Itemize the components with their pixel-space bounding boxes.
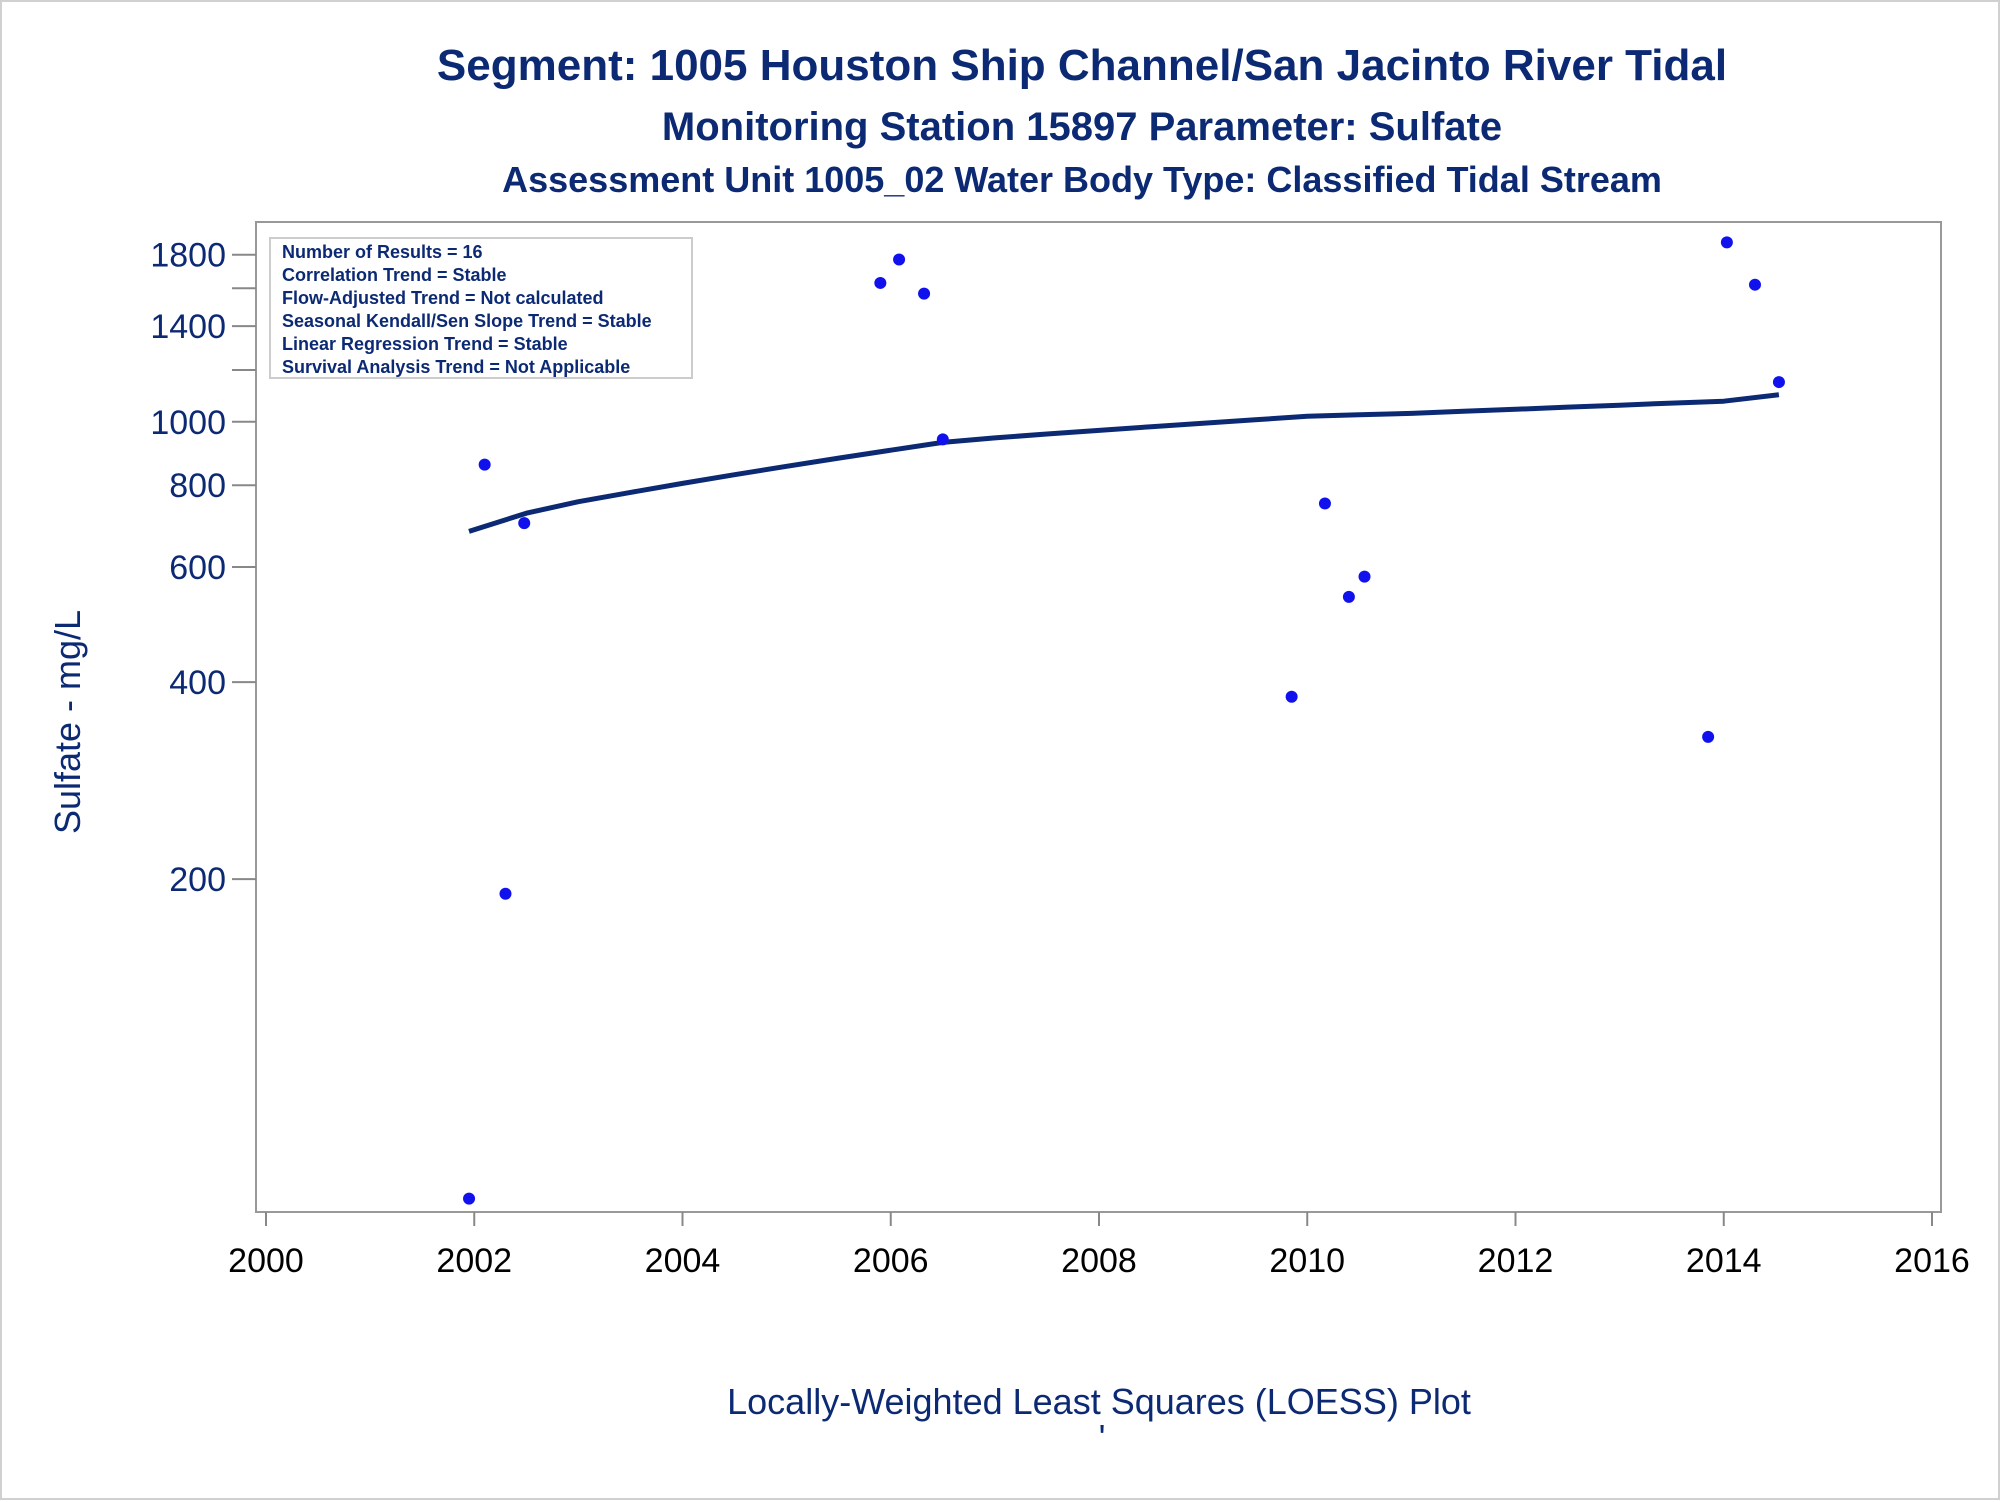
loess-line [468, 392, 1780, 534]
stats-line-correlation: Correlation Trend = Stable [282, 265, 507, 285]
y-tick-label: 1400 [150, 308, 226, 346]
x-tick-label: 2014 [1686, 1242, 1762, 1280]
footnote-mark: ' [1099, 1417, 1106, 1458]
stats-box-border [269, 237, 693, 379]
x-tick-label: 2004 [645, 1242, 721, 1280]
stats-line-linear-regression: Linear Regression Trend = Stable [282, 334, 568, 354]
y-tick-label: 200 [169, 861, 226, 899]
data-point [499, 887, 512, 900]
stats-line-flow-adjusted: Flow-Adjusted Trend = Not calculated [282, 288, 604, 308]
chart-subtitle: Monitoring Station 15897 Parameter: Sulf… [662, 105, 1502, 149]
data-point [936, 433, 949, 446]
chart-footnote: Locally-Weighted Least Squares (LOESS) P… [727, 1381, 1471, 1422]
x-tick-label: 2002 [436, 1242, 512, 1280]
x-tick-label: 2000 [228, 1242, 304, 1280]
y-tick-label: 800 [169, 467, 226, 505]
y-tick-label: 1800 [150, 237, 226, 275]
y-tick-label: 400 [169, 664, 226, 702]
x-tick-label: 2012 [1478, 1242, 1554, 1280]
data-point [478, 458, 491, 471]
data-point [518, 517, 531, 530]
stats-line-results: Number of Results = 16 [282, 242, 483, 262]
data-point [1358, 570, 1371, 583]
y-axis-label: Sulfate - mg/L [47, 610, 88, 834]
stats-line-survival-analysis: Survival Analysis Trend = Not Applicable [282, 357, 630, 377]
x-tick-label: 2006 [853, 1242, 929, 1280]
data-point [893, 253, 906, 266]
chart-title: Segment: 1005 Houston Ship Channel/San J… [437, 41, 1727, 90]
data-point [463, 1192, 476, 1205]
x-tick-label: 2010 [1269, 1242, 1345, 1280]
data-point [918, 287, 931, 300]
data-point [1772, 376, 1785, 389]
y-tick-label: 1000 [150, 404, 226, 442]
stats-line-seasonal-kendall: Seasonal Kendall/Sen Slope Trend = Stabl… [282, 311, 652, 331]
data-points [463, 236, 1785, 1205]
chart-subtitle-2: Assessment Unit 1005_02 Water Body Type:… [502, 159, 1662, 200]
data-point [874, 276, 887, 289]
data-point [1342, 590, 1355, 603]
stats-box: Number of Results = 16 Correlation Trend… [269, 237, 693, 379]
y-tick-label: 600 [169, 549, 226, 587]
x-axis: 2000 2002 2004 2006 2008 2010 2012 2014 2016 [228, 1212, 1970, 1280]
loess-series [468, 392, 1780, 534]
x-tick-label: 2008 [1061, 1242, 1137, 1280]
data-point [1748, 278, 1761, 291]
data-point [1702, 730, 1715, 743]
x-tick-label: 2016 [1894, 1242, 1970, 1280]
data-point [1318, 497, 1331, 510]
data-point [1285, 690, 1298, 703]
y-axis: 200 400 600 800 1000 1400 1800 [150, 237, 256, 899]
data-point [1720, 236, 1733, 249]
